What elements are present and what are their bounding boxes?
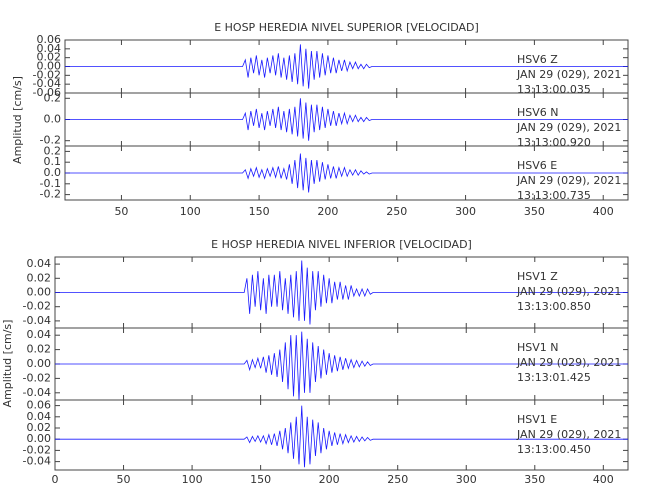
x-tick-label: 50 bbox=[117, 473, 131, 486]
trace-annotation: HSV1 N bbox=[517, 341, 559, 354]
y-tick-label: 0.04 bbox=[27, 328, 52, 341]
x-tick-label: 200 bbox=[317, 205, 338, 218]
y-tick-label: -0.04 bbox=[33, 77, 61, 90]
y-tick-label: -0.02 bbox=[23, 300, 51, 313]
x-tick-label: 200 bbox=[319, 473, 340, 486]
y-axis-label: Amplitud [cm/s] bbox=[1, 320, 14, 408]
y-tick-label: -0.2 bbox=[40, 188, 61, 201]
waveform bbox=[55, 405, 628, 468]
y-tick-label: -0.02 bbox=[23, 443, 51, 456]
trace-annotation: JAN 29 (029), 2021 bbox=[516, 68, 621, 81]
trace-annotation: HSV6 N bbox=[517, 106, 559, 119]
y-tick-label: 0.0 bbox=[44, 166, 62, 179]
x-tick-label: 400 bbox=[593, 473, 614, 486]
x-tick-label: 300 bbox=[456, 473, 477, 486]
y-tick-label: 0.06 bbox=[27, 399, 52, 412]
chart-title: E HOSP HEREDIA NIVEL SUPERIOR [VELOCIDAD… bbox=[214, 21, 479, 34]
trace-annotation: JAN 29 (029), 2021 bbox=[516, 121, 621, 134]
panel-frame bbox=[54, 399, 629, 471]
trace-annotation: 13:13:00.735 bbox=[517, 189, 591, 202]
y-tick-label: 0.00 bbox=[27, 357, 52, 370]
y-tick-label: 0.1 bbox=[44, 155, 62, 168]
y-tick-label: 0.00 bbox=[27, 432, 52, 445]
y-tick-label: 0.02 bbox=[37, 51, 62, 64]
y-tick-label: -0.04 bbox=[23, 455, 51, 468]
x-tick-label: 0 bbox=[52, 473, 59, 486]
x-tick-label: 250 bbox=[386, 205, 407, 218]
y-tick-label: -0.1 bbox=[40, 177, 61, 190]
waveform bbox=[65, 153, 628, 193]
y-axis-label: Amplitud [cm/s] bbox=[11, 76, 24, 164]
waveform bbox=[55, 331, 628, 401]
y-tick-label: -0.04 bbox=[23, 314, 51, 327]
y-tick-label: -0.02 bbox=[23, 371, 51, 384]
trace-annotation: HSV6 Z bbox=[517, 53, 558, 66]
trace-annotation: 13:13:01.425 bbox=[517, 371, 591, 384]
y-tick-label: -0.2 bbox=[40, 134, 61, 147]
trace-annotation: JAN 29 (029), 2021 bbox=[516, 174, 621, 187]
trace-annotation: 13:13:00.920 bbox=[517, 136, 591, 149]
waveform bbox=[65, 44, 628, 89]
y-tick-label: 0.04 bbox=[27, 257, 52, 270]
y-tick-label: 0.04 bbox=[37, 42, 62, 55]
waveform bbox=[55, 260, 628, 325]
chart-title: E HOSP HEREDIA NIVEL INFERIOR [VELOCIDAD… bbox=[211, 238, 472, 251]
x-tick-label: 150 bbox=[249, 205, 270, 218]
y-tick-label: 0.04 bbox=[27, 410, 52, 423]
y-tick-label: 0.02 bbox=[27, 271, 52, 284]
y-tick-label: 0.02 bbox=[27, 421, 52, 434]
x-tick-label: 100 bbox=[180, 205, 201, 218]
x-tick-label: 100 bbox=[182, 473, 203, 486]
x-tick-label: 250 bbox=[387, 473, 408, 486]
trace-annotation: JAN 29 (029), 2021 bbox=[516, 356, 621, 369]
trace-annotation: 13:13:00.450 bbox=[517, 443, 591, 456]
y-tick-label: 0.02 bbox=[27, 343, 52, 356]
y-tick-label: 0.2 bbox=[44, 144, 62, 157]
x-tick-label: 350 bbox=[524, 205, 545, 218]
x-tick-label: 150 bbox=[250, 473, 271, 486]
y-tick-label: 0.2 bbox=[44, 91, 62, 104]
trace-annotation: HSV1 E bbox=[517, 413, 557, 426]
trace-annotation: JAN 29 (029), 2021 bbox=[516, 428, 621, 441]
trace-annotation: JAN 29 (029), 2021 bbox=[516, 285, 621, 298]
trace-annotation: 13:13:00.850 bbox=[517, 300, 591, 313]
y-tick-label: 0.0 bbox=[44, 113, 62, 126]
x-tick-label: 400 bbox=[593, 205, 614, 218]
x-tick-label: 50 bbox=[114, 205, 128, 218]
trace-annotation: 13:13:00.035 bbox=[517, 83, 591, 96]
y-tick-label: -0.04 bbox=[23, 386, 51, 399]
waveform bbox=[65, 98, 628, 141]
y-tick-label: 0.06 bbox=[37, 33, 62, 46]
y-tick-label: -0.06 bbox=[33, 86, 61, 99]
y-tick-label: -0.02 bbox=[33, 68, 61, 81]
x-tick-label: 350 bbox=[524, 473, 545, 486]
x-tick-label: 300 bbox=[455, 205, 476, 218]
trace-annotation: HSV6 E bbox=[517, 159, 557, 172]
y-tick-label: 0.00 bbox=[27, 286, 52, 299]
trace-annotation: HSV1 Z bbox=[517, 270, 558, 283]
y-tick-label: 0.00 bbox=[37, 60, 62, 73]
